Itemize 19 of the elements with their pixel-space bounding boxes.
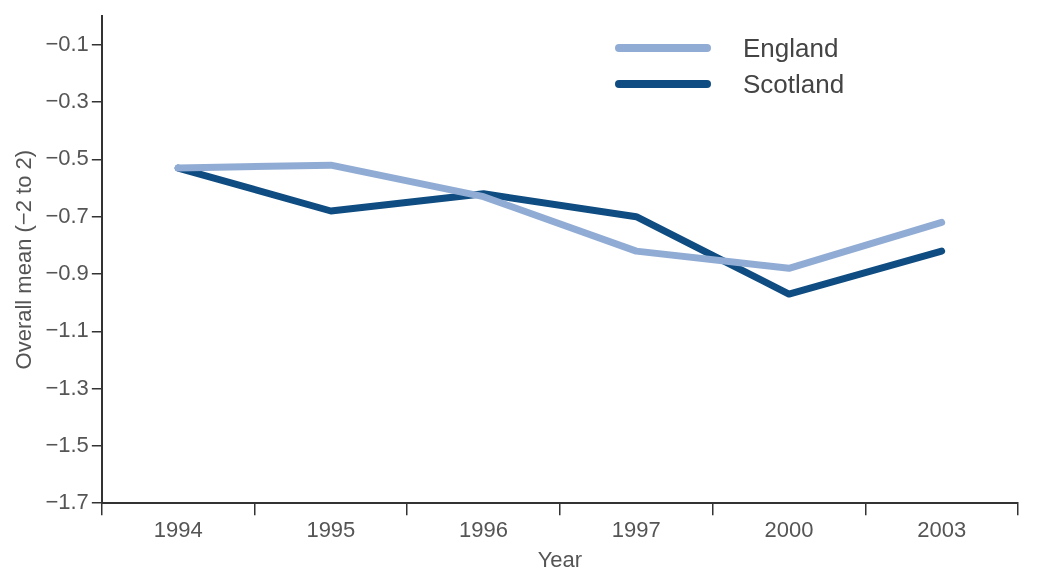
y-tick-label: −1.1: [45, 317, 89, 343]
x-tick-label: 2003: [917, 517, 967, 543]
y-axis-title: Overall mean (−2 to 2): [11, 149, 37, 370]
x-axis-title: Year: [537, 546, 583, 572]
legend-label: England: [743, 32, 839, 64]
x-tick-label: 1994: [153, 517, 203, 543]
x-tick-label: 1995: [306, 517, 356, 543]
y-tick-label: −0.1: [45, 30, 89, 56]
y-tick-label: −1.5: [45, 431, 89, 457]
y-tick-label: −0.3: [45, 88, 89, 114]
x-tick-label: 1997: [611, 517, 661, 543]
legend-label: Scotland: [743, 68, 845, 100]
y-tick-label: −1.7: [45, 489, 89, 515]
x-tick-label: 2000: [764, 517, 814, 543]
x-tick-label: 1996: [459, 517, 509, 543]
y-tick-label: −0.5: [45, 145, 89, 171]
y-tick-label: −0.7: [45, 202, 89, 228]
y-tick-label: −0.9: [45, 260, 89, 286]
y-tick-label: −1.3: [45, 374, 89, 400]
